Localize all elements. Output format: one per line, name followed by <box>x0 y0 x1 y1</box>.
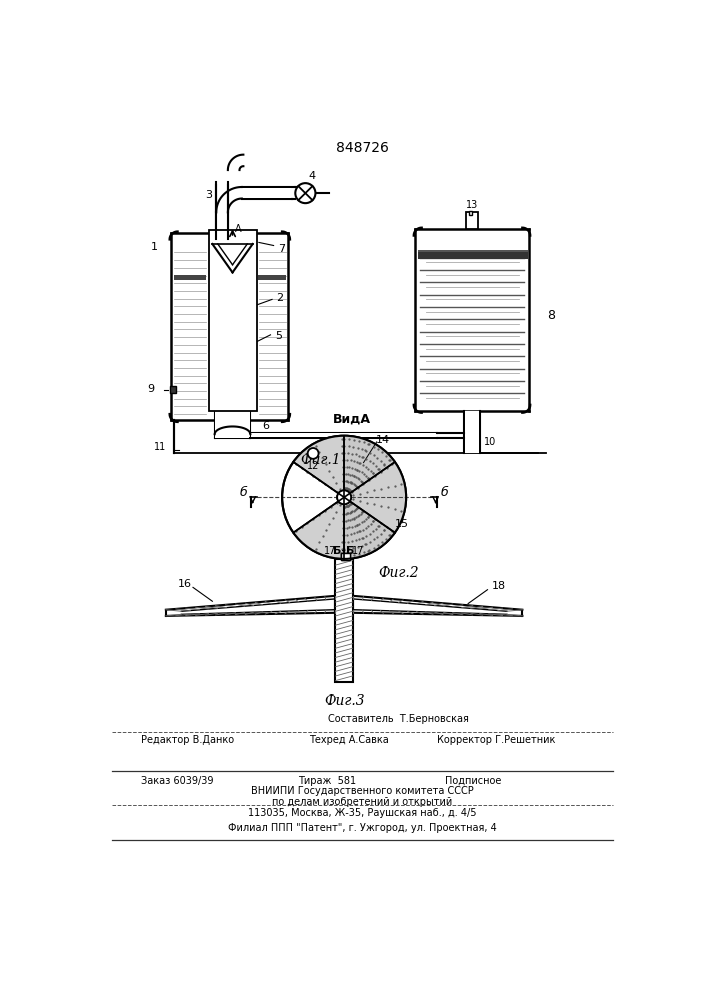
Text: 113035, Москва, Ж-35, Раушская наб., д. 4/5: 113035, Москва, Ж-35, Раушская наб., д. … <box>247 808 477 818</box>
Bar <box>341 553 351 560</box>
Text: 6: 6 <box>262 421 269 431</box>
Text: 1: 1 <box>151 242 158 252</box>
Bar <box>217 185 227 239</box>
Text: Заказ 6039/39: Заказ 6039/39 <box>141 776 214 786</box>
Text: 8: 8 <box>547 309 555 322</box>
Bar <box>466 212 478 229</box>
Circle shape <box>337 490 351 504</box>
Text: по делам изобретений и открытий: по делам изобретений и открытий <box>271 797 452 807</box>
Text: 14: 14 <box>376 435 390 445</box>
Text: б: б <box>240 486 247 499</box>
Bar <box>418 250 528 252</box>
Polygon shape <box>216 187 242 212</box>
Text: 11: 11 <box>153 442 166 452</box>
Text: Составитель  Т.Берновская: Составитель Т.Берновская <box>328 714 469 724</box>
Text: Тираж  581: Тираж 581 <box>298 776 356 786</box>
Polygon shape <box>344 436 395 497</box>
Text: 3: 3 <box>205 190 212 200</box>
Text: б: б <box>441 486 449 499</box>
Text: 16: 16 <box>178 579 192 589</box>
Text: Редактор В.Данко: Редактор В.Данко <box>141 735 234 745</box>
Text: А: А <box>235 224 242 234</box>
Text: ВидА: ВидА <box>333 412 371 425</box>
Text: 17: 17 <box>324 546 337 556</box>
Bar <box>217 212 227 239</box>
Text: 17: 17 <box>352 546 364 556</box>
Text: Филиал ППП "Патент", г. Ужгород, ул. Проектная, 4: Филиал ППП "Патент", г. Ужгород, ул. Про… <box>228 823 496 833</box>
Bar <box>418 252 528 259</box>
Text: 15: 15 <box>395 519 409 529</box>
Circle shape <box>296 183 315 203</box>
Text: 12: 12 <box>307 461 320 471</box>
Text: Фиг.3: Фиг.3 <box>324 694 364 708</box>
Text: Подписное: Подписное <box>445 776 501 786</box>
Bar <box>258 275 286 280</box>
Polygon shape <box>344 497 395 559</box>
Text: 13: 13 <box>466 200 478 210</box>
Bar <box>170 386 176 393</box>
Bar <box>243 188 291 198</box>
Text: Б-Б: Б-Б <box>334 546 355 556</box>
Text: Фиг.1: Фиг.1 <box>300 453 341 467</box>
Bar <box>469 211 472 215</box>
Bar <box>341 553 344 560</box>
Text: 2: 2 <box>276 293 284 303</box>
Text: 10: 10 <box>484 437 496 447</box>
Bar <box>174 275 206 280</box>
Text: 848726: 848726 <box>337 141 389 155</box>
Text: Фиг.2: Фиг.2 <box>378 566 419 580</box>
Bar <box>209 230 257 411</box>
Text: 7: 7 <box>278 244 285 254</box>
Circle shape <box>337 490 351 504</box>
Text: Корректор Г.Решетник: Корректор Г.Решетник <box>437 735 556 745</box>
Bar <box>344 553 347 560</box>
Text: 18: 18 <box>492 581 506 591</box>
Bar <box>251 433 437 437</box>
Text: 9: 9 <box>147 384 154 394</box>
Polygon shape <box>293 436 406 559</box>
Text: Техред А.Савка: Техред А.Савка <box>309 735 389 745</box>
Text: ВНИИПИ Государственного комитета СССР: ВНИИПИ Государственного комитета СССР <box>250 786 473 796</box>
Bar <box>465 411 479 453</box>
Bar <box>216 410 250 438</box>
Circle shape <box>308 448 319 459</box>
Text: 4: 4 <box>308 171 315 181</box>
Circle shape <box>282 436 406 559</box>
Bar <box>335 559 354 682</box>
Text: 5: 5 <box>275 331 282 341</box>
